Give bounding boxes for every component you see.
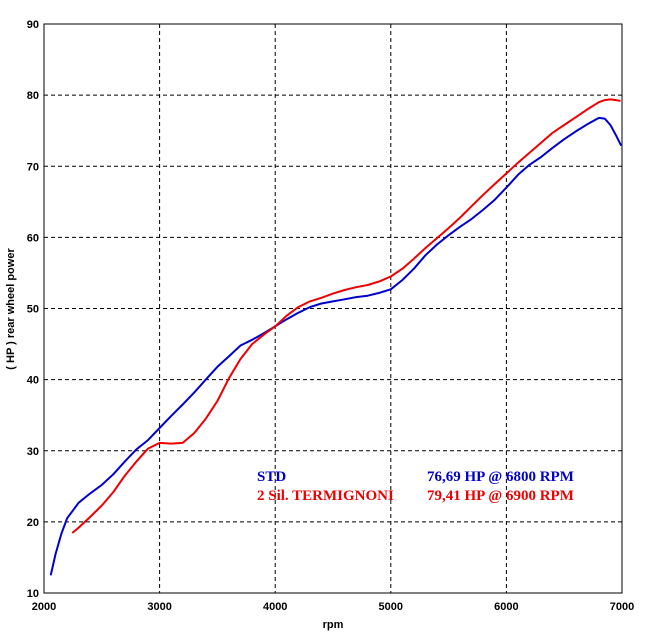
legend-label-std: STD [257,469,286,485]
x-axis-ticks: 2000 3000 4000 5000 6000 7000 [32,601,634,613]
x-tick-label: 6000 [494,601,518,613]
y-tick-label: 80 [27,90,39,102]
grid [44,24,622,593]
y-tick-label: 70 [27,161,39,173]
x-axis-label: rpm [323,619,344,631]
legend-label-termignoni: 2 Sil. TERMIGNONI [257,488,394,504]
legend-summary-termignoni: 79,41 HP @ 6900 RPM [427,488,574,504]
y-tick-label: 30 [27,446,39,458]
y-tick-label: 60 [27,232,39,244]
x-tick-label: 3000 [147,601,171,613]
series-line-std [49,116,622,576]
y-tick-label: 10 [27,588,39,600]
legend: STD 76,69 HP @ 6800 RPM 2 Sil. TERMIGNON… [257,469,574,504]
plot-frame [43,23,623,594]
y-tick-label: 50 [27,304,39,316]
y-axis-ticks: 10 20 30 40 50 60 70 80 90 [27,19,39,600]
x-tick-label: 5000 [379,601,403,613]
x-tick-label: 4000 [263,601,287,613]
y-axis-label: ( HP ) rear wheel power [5,248,17,370]
x-tick-label: 7000 [610,601,634,613]
series-lines [49,98,622,576]
series-line-termignoni [71,98,621,534]
y-tick-label: 20 [27,517,39,529]
legend-summary-std: 76,69 HP @ 6800 RPM [427,469,574,485]
y-tick-label: 40 [27,375,39,387]
y-tick-label: 90 [27,19,39,31]
x-tick-label: 2000 [32,601,56,613]
